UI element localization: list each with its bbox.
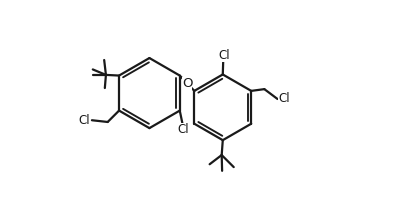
Text: Cl: Cl [218,49,230,62]
Text: Cl: Cl [178,123,189,136]
Text: O: O [182,77,192,90]
Text: Cl: Cl [278,92,290,105]
Text: Cl: Cl [79,114,90,127]
